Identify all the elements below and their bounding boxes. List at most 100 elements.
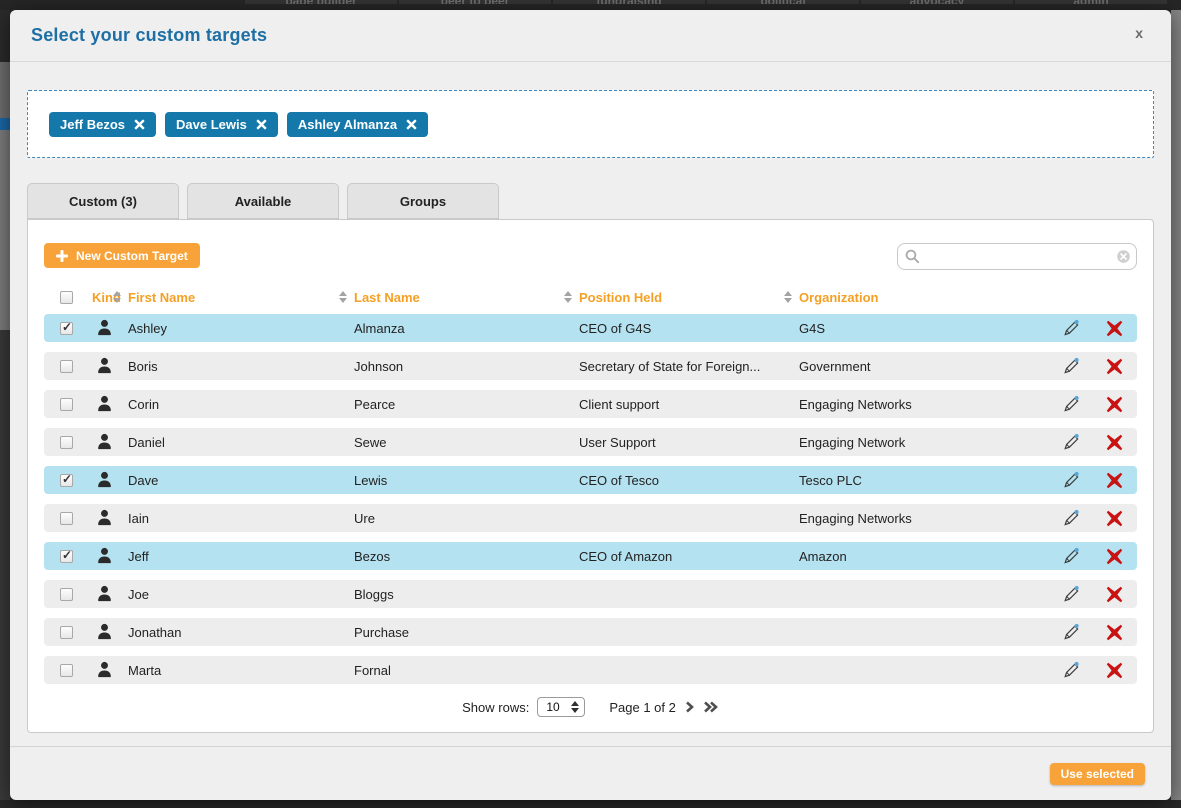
use-selected-button[interactable]: Use selected: [1050, 763, 1145, 785]
row-checkbox[interactable]: [60, 322, 73, 335]
sort-icon[interactable]: [564, 291, 572, 303]
pagination: Show rows: 10 Page 1 of 2: [44, 694, 1137, 720]
table-row[interactable]: Dave Lewis CEO of Tesco Tesco PLC: [44, 466, 1137, 494]
edit-row-icon[interactable]: [1051, 471, 1091, 489]
person-icon: [95, 584, 114, 604]
clear-search-icon[interactable]: [1117, 250, 1130, 263]
table-row[interactable]: Corin Pearce Client support Engaging Net…: [44, 390, 1137, 418]
delete-row-icon[interactable]: [1091, 472, 1137, 489]
edit-row-icon[interactable]: [1051, 433, 1091, 451]
modal-footer: Use selected: [10, 746, 1171, 800]
tab-custom[interactable]: Custom (3): [27, 183, 179, 219]
table-row[interactable]: Ashley Almanza CEO of G4S G4S: [44, 314, 1137, 342]
cell-first-name: Iain: [128, 511, 354, 526]
row-checkbox[interactable]: [60, 512, 73, 525]
cell-last-name: Purchase: [354, 625, 579, 640]
row-checkbox[interactable]: [60, 588, 73, 601]
cell-first-name: Ashley: [128, 321, 354, 336]
tab-available[interactable]: Available: [187, 183, 339, 219]
table-row[interactable]: Iain Ure Engaging Networks: [44, 504, 1137, 532]
sort-icon[interactable]: [784, 291, 792, 303]
select-all-checkbox[interactable]: [60, 291, 73, 304]
target-chip[interactable]: Jeff Bezos: [49, 112, 156, 137]
cell-first-name: Corin: [128, 397, 354, 412]
person-icon: [95, 622, 114, 642]
target-chip[interactable]: Ashley Almanza: [287, 112, 428, 137]
row-checkbox[interactable]: [60, 360, 73, 373]
row-checkbox[interactable]: [60, 550, 73, 563]
column-last-name[interactable]: Last Name: [354, 290, 579, 305]
row-checkbox[interactable]: [60, 398, 73, 411]
delete-row-icon[interactable]: [1091, 358, 1137, 375]
cell-organization: Amazon: [799, 549, 1051, 564]
edit-row-icon[interactable]: [1051, 509, 1091, 527]
sort-icon[interactable]: [113, 291, 121, 303]
plus-icon: [56, 250, 68, 262]
column-organization[interactable]: Organization: [799, 290, 1051, 305]
delete-row-icon[interactable]: [1091, 510, 1137, 527]
edit-row-icon[interactable]: [1051, 357, 1091, 375]
cell-position-held: CEO of Amazon: [579, 549, 799, 564]
new-custom-target-button[interactable]: New Custom Target: [44, 243, 200, 268]
row-checkbox[interactable]: [60, 664, 73, 677]
edit-row-icon[interactable]: [1051, 547, 1091, 565]
cell-last-name: Sewe: [354, 435, 579, 450]
edit-row-icon[interactable]: [1051, 319, 1091, 337]
table-row[interactable]: Daniel Sewe User Support Engaging Networ…: [44, 428, 1137, 456]
delete-row-icon[interactable]: [1091, 624, 1137, 641]
cell-last-name: Johnson: [354, 359, 579, 374]
remove-chip-icon[interactable]: [406, 119, 417, 130]
cell-last-name: Bezos: [354, 549, 579, 564]
edit-row-icon[interactable]: [1051, 395, 1091, 413]
person-icon: [95, 356, 114, 376]
table-row[interactable]: Boris Johnson Secretary of State for For…: [44, 352, 1137, 380]
edit-row-icon[interactable]: [1051, 661, 1091, 679]
row-checkbox[interactable]: [60, 626, 73, 639]
delete-row-icon[interactable]: [1091, 396, 1137, 413]
delete-row-icon[interactable]: [1091, 586, 1137, 603]
table-row[interactable]: Jeff Bezos CEO of Amazon Amazon: [44, 542, 1137, 570]
tab-groups[interactable]: Groups: [347, 183, 499, 219]
cell-first-name: Dave: [128, 473, 354, 488]
background-sidebar: [0, 10, 10, 800]
table-row[interactable]: Joe Bloggs: [44, 580, 1137, 608]
delete-row-icon[interactable]: [1091, 434, 1137, 451]
remove-chip-icon[interactable]: [256, 119, 267, 130]
person-icon: [95, 394, 114, 414]
row-checkbox[interactable]: [60, 474, 73, 487]
table-row[interactable]: Jonathan Purchase: [44, 618, 1137, 646]
target-chip-label: Jeff Bezos: [60, 117, 125, 132]
delete-row-icon[interactable]: [1091, 548, 1137, 565]
edit-row-icon[interactable]: [1051, 585, 1091, 603]
cell-position-held: CEO of G4S: [579, 321, 799, 336]
sort-icon[interactable]: [339, 291, 347, 303]
cell-last-name: Ure: [354, 511, 579, 526]
search-input[interactable]: [897, 243, 1137, 270]
target-chip[interactable]: Dave Lewis: [165, 112, 278, 137]
background-nav-item: admin: [1015, 0, 1167, 4]
person-icon: [95, 546, 114, 566]
column-position-held[interactable]: Position Held: [579, 290, 799, 305]
rows-per-page-select[interactable]: 10: [537, 697, 585, 717]
person-icon: [95, 470, 114, 490]
background-nav-item: page builder: [245, 0, 397, 4]
row-checkbox[interactable]: [60, 436, 73, 449]
cell-first-name: Boris: [128, 359, 354, 374]
search-box: [897, 243, 1137, 270]
background-nav-item: peer to peer: [399, 0, 551, 4]
column-first-name[interactable]: First Name: [128, 290, 354, 305]
cell-last-name: Pearce: [354, 397, 579, 412]
cell-last-name: Lewis: [354, 473, 579, 488]
last-page-icon[interactable]: [703, 700, 719, 714]
close-icon[interactable]: x: [1135, 26, 1143, 40]
delete-row-icon[interactable]: [1091, 320, 1137, 337]
cell-last-name: Fornal: [354, 663, 579, 678]
show-rows-label: Show rows:: [462, 700, 529, 715]
table-row[interactable]: Marta Fornal: [44, 656, 1137, 684]
remove-chip-icon[interactable]: [134, 119, 145, 130]
delete-row-icon[interactable]: [1091, 662, 1137, 679]
tab-bar: Custom (3) Available Groups: [27, 183, 1154, 219]
edit-row-icon[interactable]: [1051, 623, 1091, 641]
background-nav-item: advocacy: [861, 0, 1013, 4]
next-page-icon[interactable]: [684, 700, 695, 714]
